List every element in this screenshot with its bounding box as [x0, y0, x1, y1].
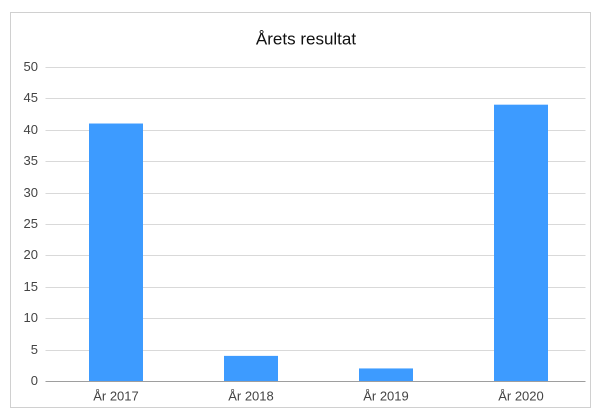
y-tick-label: 0 [31, 373, 38, 388]
y-tick-label: 20 [24, 247, 38, 262]
bar [224, 355, 278, 381]
y-tick-label: 40 [24, 122, 38, 137]
y-tick-label: 10 [24, 310, 38, 325]
bar [359, 368, 413, 381]
y-tick-label: 50 [24, 59, 38, 74]
y-tick-label: 35 [24, 153, 38, 168]
y-tick-label: 30 [24, 185, 38, 200]
x-tick-label: År 2019 [363, 388, 409, 403]
y-tick-label: 15 [24, 279, 38, 294]
x-tick-label: År 2018 [228, 388, 274, 403]
x-tick-label: År 2020 [498, 388, 544, 403]
y-tick-label: 25 [24, 216, 38, 231]
bar [89, 123, 143, 382]
y-tick-label: 45 [24, 90, 38, 105]
y-tick-label: 5 [31, 342, 38, 357]
chart-title: Årets resultat [256, 29, 356, 48]
bar [494, 104, 548, 382]
x-tick-label: År 2017 [93, 388, 139, 403]
